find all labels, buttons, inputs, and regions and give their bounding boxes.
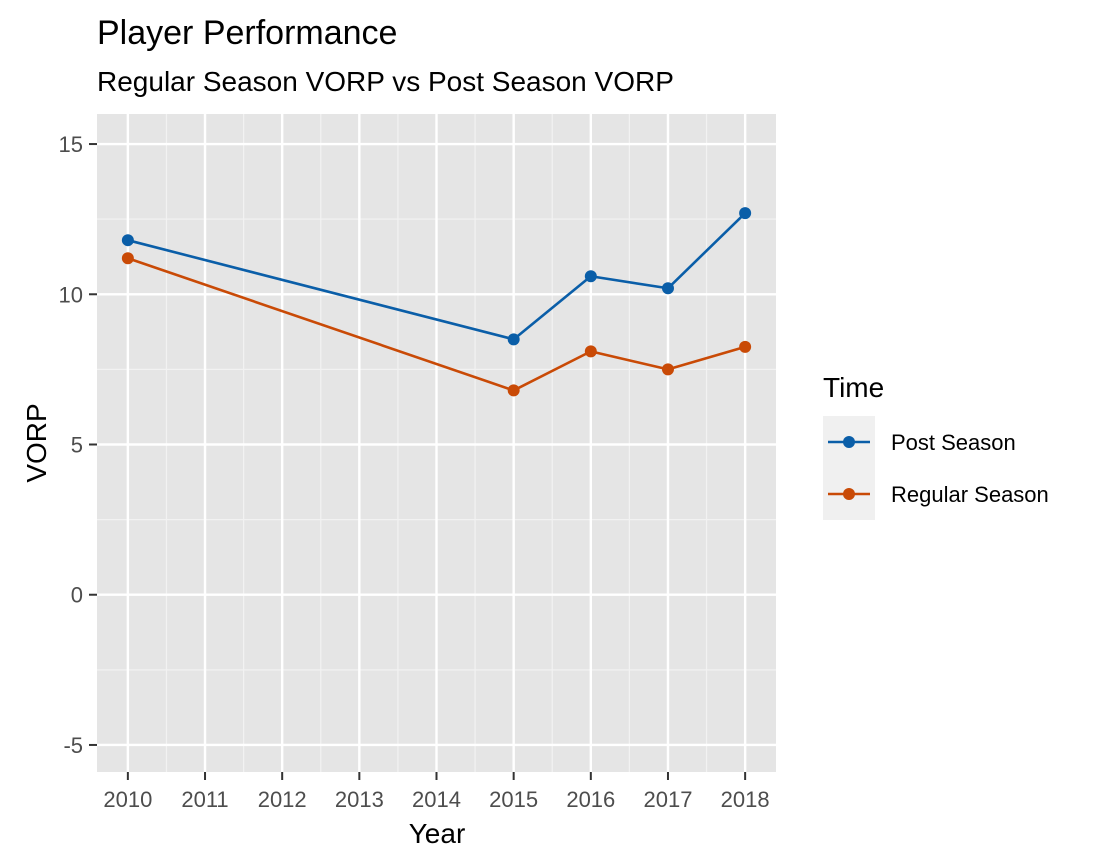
x-tick-label: 2015 <box>489 787 538 812</box>
legend-label: Regular Season <box>891 482 1049 507</box>
legend-key-point <box>843 436 855 448</box>
major-gridlines <box>97 114 776 772</box>
y-tick-label: 0 <box>71 583 83 608</box>
y-axis-title: VORP <box>21 403 52 482</box>
data-point-post-season <box>121 234 134 247</box>
x-tick-label: 2013 <box>335 787 384 812</box>
x-tick-label: 2017 <box>644 787 693 812</box>
series-layer <box>121 207 752 397</box>
legend-title: Time <box>823 372 884 403</box>
y-tick-label: -5 <box>63 733 83 758</box>
data-point-regular-season <box>584 345 597 358</box>
data-point-post-season <box>661 282 674 295</box>
x-axis: 2010 2011 2012 2013 2014 2015 2016 2017 2018 <box>103 772 770 812</box>
chart-subtitle: Regular Season VORP vs Post Season VORP <box>97 66 674 97</box>
data-point-regular-season <box>739 340 752 353</box>
data-point-post-season <box>507 333 520 346</box>
x-tick-label: 2014 <box>412 787 461 812</box>
x-axis-title: Year <box>409 818 466 849</box>
data-point-regular-season <box>121 252 134 265</box>
y-tick-label: 15 <box>59 132 83 157</box>
x-tick-label: 2016 <box>566 787 615 812</box>
data-point-regular-season <box>661 363 674 376</box>
y-axis: -5 0 5 10 15 <box>59 132 97 758</box>
legend-key-point <box>843 488 855 500</box>
x-tick-label: 2012 <box>258 787 307 812</box>
x-tick-label: 2011 <box>181 787 228 812</box>
legend-item-regular-season: Regular Season <box>823 468 1049 520</box>
legend: Time Post Season Regular Season <box>823 372 1049 520</box>
data-point-post-season <box>584 270 597 283</box>
y-tick-label: 10 <box>59 282 83 307</box>
legend-item-post-season: Post Season <box>823 416 1016 468</box>
x-tick-label: 2010 <box>103 787 152 812</box>
chart-title: Player Performance <box>97 14 397 52</box>
data-point-regular-season <box>507 384 520 397</box>
x-tick-label: 2018 <box>721 787 770 812</box>
legend-label: Post Season <box>891 430 1016 455</box>
data-point-post-season <box>739 207 752 220</box>
y-tick-label: 5 <box>71 433 83 458</box>
